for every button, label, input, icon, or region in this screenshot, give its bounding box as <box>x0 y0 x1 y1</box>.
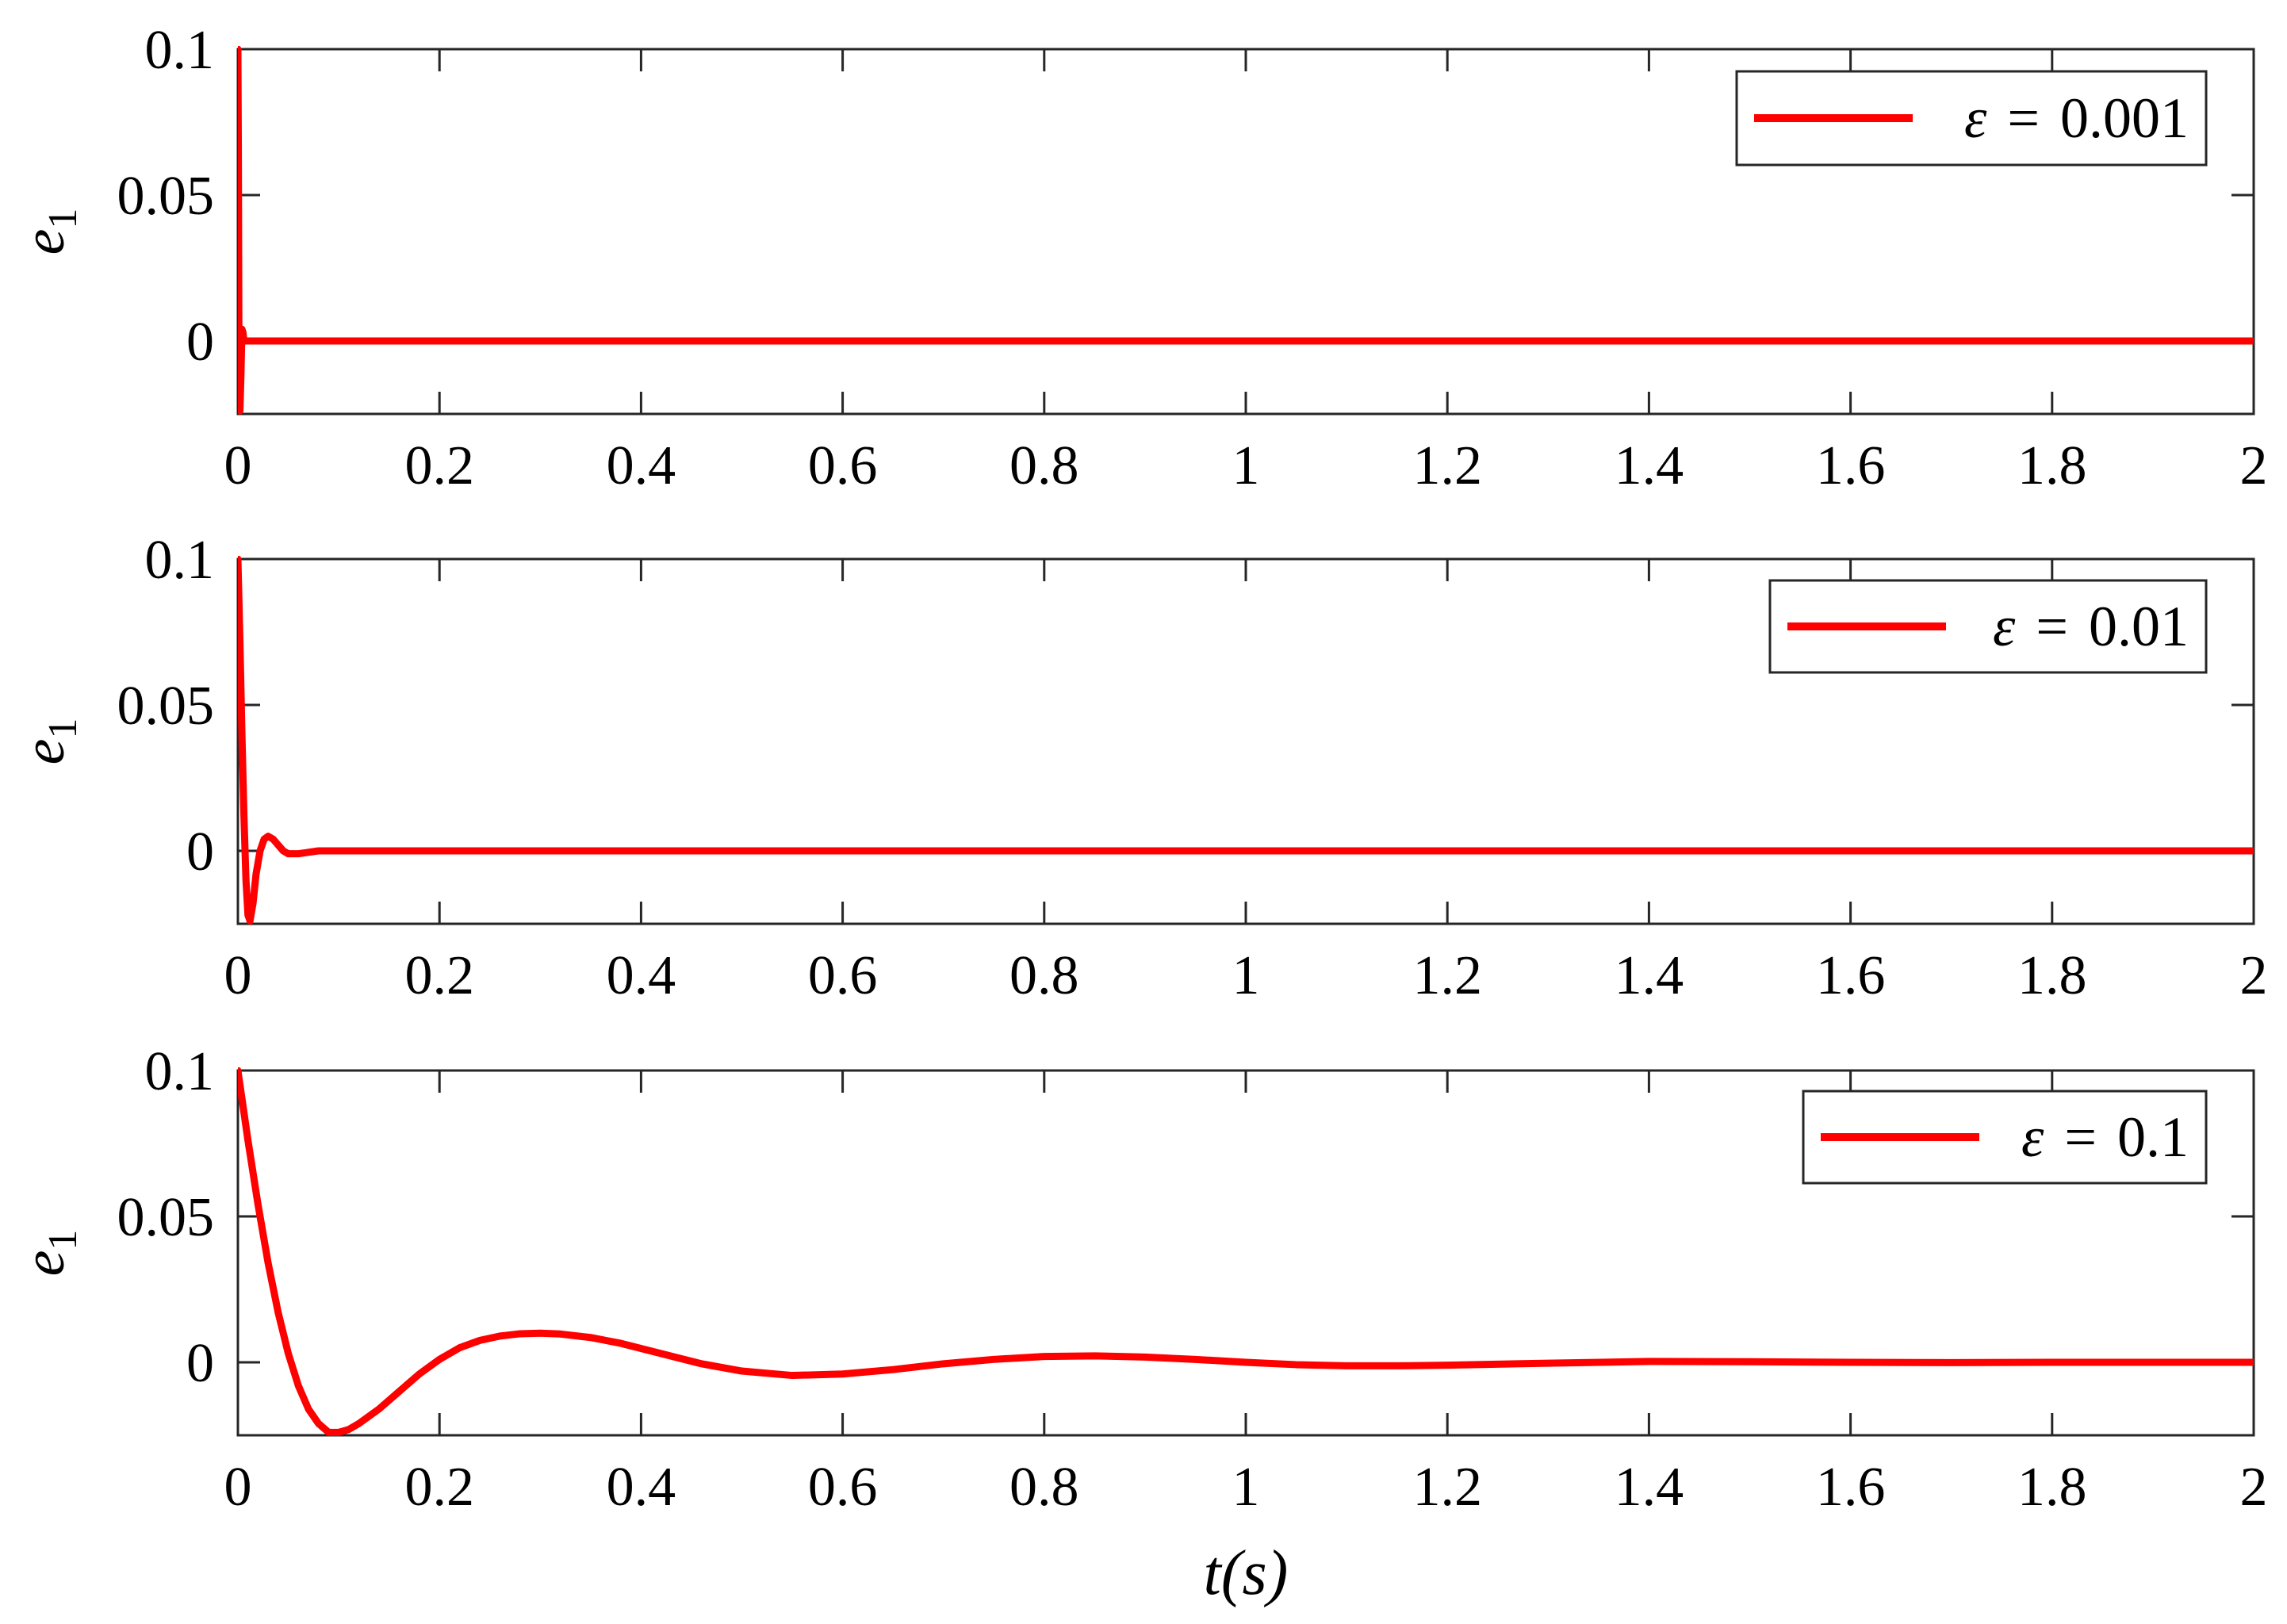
y-tick-label: 0.1 <box>145 530 215 591</box>
x-tick-label: 1.6 <box>1816 945 1886 1006</box>
y-axis-label-subscript: 1 <box>40 1230 86 1251</box>
legend-value: 0.01 <box>2089 595 2189 658</box>
y-axis-label: e1 <box>12 209 86 255</box>
legend-label: ε = 0.001 <box>1964 86 2189 150</box>
legend: ε = 0.01 <box>1768 579 2208 674</box>
y-axis-label: e1 <box>12 718 86 765</box>
x-tick-label: 1 <box>1232 945 1260 1006</box>
x-tick-label: 2 <box>2240 1457 2268 1518</box>
x-tick-label: 1.6 <box>1816 435 1886 496</box>
series-line <box>238 46 2254 415</box>
x-tick-label: 2 <box>2240 435 2268 496</box>
legend-epsilon: ε <box>2021 1105 2044 1169</box>
x-tick-label: 1.8 <box>2017 1457 2087 1518</box>
y-axis-label-main: e <box>12 229 77 255</box>
legend-equals: = <box>2064 1105 2097 1169</box>
x-tick-label: 0.6 <box>808 435 878 496</box>
legend: ε = 0.001 <box>1735 70 2208 167</box>
x-tick-label: 0 <box>224 435 252 496</box>
y-axis-label-subscript: 1 <box>40 209 86 229</box>
x-tick-label: 1.2 <box>1412 1457 1482 1518</box>
series-line <box>238 556 2254 925</box>
y-axis-label-main: e <box>12 739 77 765</box>
x-tick-label: 1.4 <box>1615 1457 1684 1518</box>
y-tick-label: 0.1 <box>145 20 215 81</box>
legend-value: 0.1 <box>2117 1105 2189 1169</box>
x-tick-label: 1.8 <box>2017 435 2087 496</box>
y-axis-label-main: e <box>12 1251 77 1277</box>
x-tick-label: 0.6 <box>808 945 878 1006</box>
y-tick-label: 0.05 <box>117 1187 215 1248</box>
series-line <box>238 1067 2254 1436</box>
y-axis-label-subscript: 1 <box>40 718 86 739</box>
x-tick-label: 0.2 <box>404 945 474 1006</box>
y-tick-label: 0.05 <box>117 676 215 737</box>
x-tick-label: 1.2 <box>1412 435 1482 496</box>
x-tick-label: 0.4 <box>607 1457 676 1518</box>
y-tick-label: 0.05 <box>117 166 215 227</box>
y-axis-label: e1 <box>12 1230 86 1277</box>
legend-epsilon: ε <box>1993 595 2016 658</box>
x-tick-label: 0 <box>224 1457 252 1518</box>
legend-value: 0.001 <box>2060 86 2189 150</box>
x-tick-label: 0 <box>224 945 252 1006</box>
x-tick-label: 0.8 <box>1009 945 1079 1006</box>
x-tick-label: 0.4 <box>607 945 676 1006</box>
x-tick-label: 1.8 <box>2017 945 2087 1006</box>
x-tick-label: 0.8 <box>1009 435 1079 496</box>
x-axis-label: t(s) <box>1204 1538 1289 1608</box>
x-tick-label: 0.6 <box>808 1457 878 1518</box>
x-tick-label: 1 <box>1232 1457 1260 1518</box>
legend-label: ε = 0.01 <box>1993 595 2189 658</box>
x-tick-label: 0.2 <box>404 1457 474 1518</box>
y-tick-label: 0 <box>186 1333 214 1394</box>
legend-equals: = <box>2036 595 2068 658</box>
legend-epsilon: ε <box>1964 86 1987 150</box>
x-tick-label: 2 <box>2240 945 2268 1006</box>
legend-equals: = <box>2007 86 2040 150</box>
x-tick-label: 1.6 <box>1816 1457 1886 1518</box>
x-tick-label: 1.4 <box>1615 945 1684 1006</box>
x-tick-label: 0.8 <box>1009 1457 1079 1518</box>
x-tick-label: 1 <box>1232 435 1260 496</box>
legend: ε = 0.1 <box>1802 1090 2208 1185</box>
x-tick-label: 0.4 <box>607 435 676 496</box>
x-tick-label: 1.4 <box>1615 435 1684 496</box>
legend-label: ε = 0.1 <box>2021 1105 2189 1169</box>
x-tick-label: 0.2 <box>404 435 474 496</box>
y-tick-label: 0 <box>186 312 214 373</box>
x-tick-label: 1.2 <box>1412 945 1482 1006</box>
chart-panel-3: 0 0.2 0.4 0.6 0.8 1 1.2 1.4 1.6 1.8 200.050.1e1t(s… <box>12 1041 2268 1608</box>
y-tick-label: 0.1 <box>145 1041 215 1102</box>
y-tick-label: 0 <box>186 822 214 883</box>
